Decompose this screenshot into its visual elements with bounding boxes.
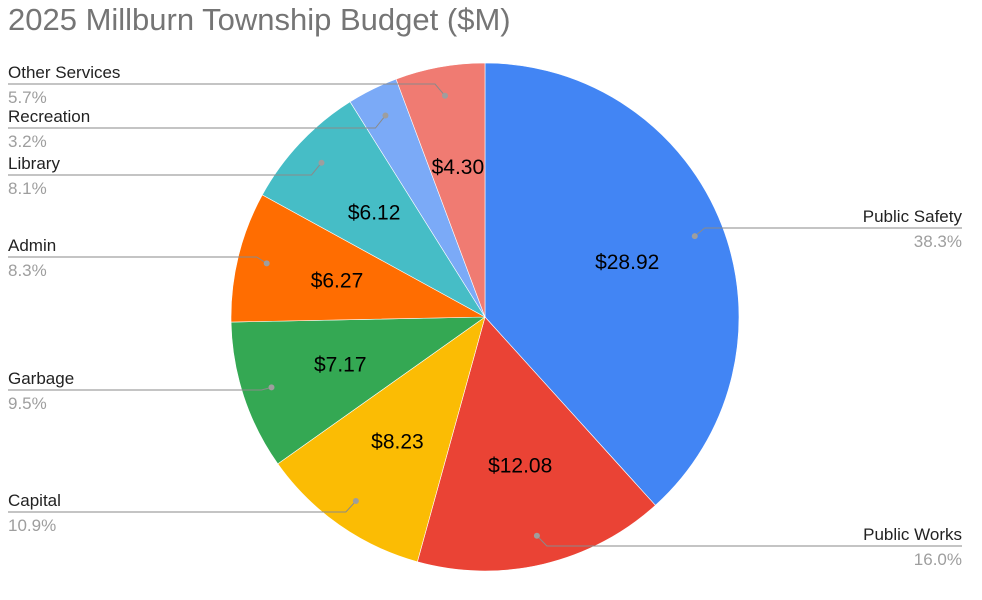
pie-slices [230,62,740,572]
leader-lines [8,83,962,547]
leader-line-public-safety [694,227,962,237]
pie-slice-public-safety [484,62,740,506]
category-label-other-services: Other Services [8,63,120,82]
category-label-public-works: Public Works [863,525,962,544]
percent-label-public-safety: 38.3% [914,232,962,251]
pie-slice-garbage [230,316,486,465]
percent-label-admin: 8.3% [8,261,47,280]
percent-label-capital: 10.9% [8,516,56,535]
category-label-admin: Admin [8,236,56,255]
leader-dot-garbage [268,384,275,391]
slice-value-label-capital: $8.23 [371,431,424,454]
percent-label-other-services: 5.7% [8,88,47,107]
slice-value-label-public-safety: $28.92 [595,251,659,274]
slice-value-label-library: $6.12 [348,201,401,224]
leader-line-capital [8,500,357,513]
pie-slice-library [261,101,486,318]
category-label-public-safety: Public Safety [863,207,963,226]
leader-line-other-services [8,83,446,97]
leader-line-admin [8,256,267,264]
percent-label-public-works: 16.0% [914,550,962,569]
slice-value-label-garbage: $7.17 [314,354,367,377]
leader-line-library [8,162,322,176]
pie-slice-public-works [416,316,656,572]
pie-slice-admin [230,194,487,323]
leader-dot-public-works [533,532,540,539]
leader-line-public-works [536,535,962,547]
leader-dot-other-services [442,92,449,99]
leader-dot-public-safety [691,233,698,240]
leader-dot-library [318,159,325,166]
category-label-capital: Capital [8,491,61,510]
pie-slice-capital [277,316,486,563]
pie-labels: $28.92 Public Safety 38.3% $12.08 Public Wor… [8,63,962,569]
pie-slice-other-services [395,62,486,318]
leader-line-recreation [8,115,386,129]
category-label-library: Library [8,154,60,173]
chart-title: 2025 Millburn Township Budget ($M) [8,2,511,37]
slice-value-label-admin: $6.27 [311,270,364,293]
leader-line-garbage [8,386,272,391]
leader-dot-recreation [382,112,389,119]
leader-dot-capital [352,498,359,504]
percent-label-recreation: 3.2% [8,132,47,151]
slice-value-label-public-works: $12.08 [488,454,552,477]
category-label-garbage: Garbage [8,369,74,388]
percent-label-library: 8.1% [8,179,47,198]
percent-label-garbage: 9.5% [8,394,47,413]
slice-value-label-other-services: $4.30 [432,156,485,179]
category-label-recreation: Recreation [8,107,90,126]
leader-dot-admin [263,260,270,267]
